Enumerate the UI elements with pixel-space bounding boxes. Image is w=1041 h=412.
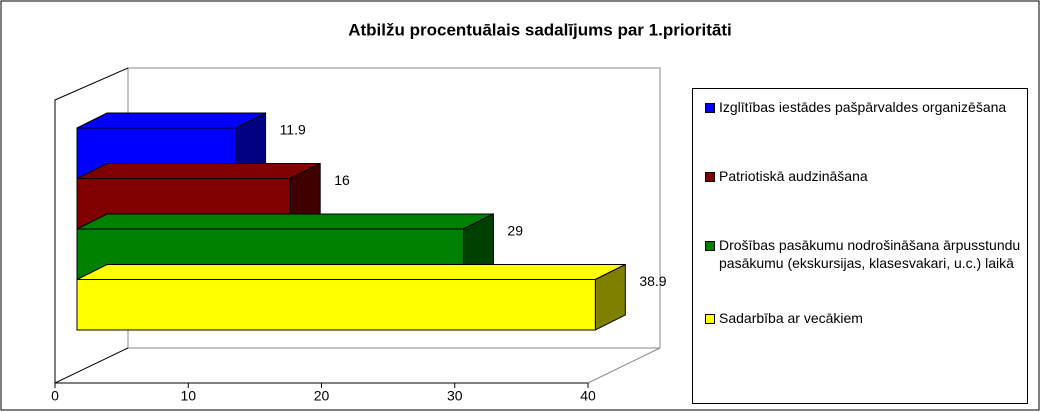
x-tick-label: 10 — [180, 388, 196, 404]
legend-entry: Drošības pasākumu nodrošināšana ārpusstu… — [705, 237, 1037, 272]
bar-top — [76, 213, 494, 230]
legend-label: Drošības pasākumu nodrošināšana ārpusstu… — [719, 237, 1021, 271]
legend-label: Sadarbība ar vecākiem — [719, 310, 863, 326]
x-tick-label: 30 — [447, 388, 463, 404]
legend-swatch — [705, 103, 715, 113]
bar — [76, 279, 596, 331]
floor-right — [587, 347, 661, 384]
legend-entry: Sadarbība ar vecākiem — [705, 310, 1037, 328]
legend-swatch — [705, 314, 715, 324]
bar-top — [76, 112, 266, 129]
legend-label: Patriotiskā audzināšana — [719, 168, 868, 184]
x-tick-label: 40 — [580, 388, 596, 404]
legend-label: Izglītības iestādes pašpārvaldes organiz… — [719, 99, 1007, 115]
left-wall — [54, 67, 129, 383]
x-tick-label: 0 — [51, 388, 59, 404]
legend-swatch — [705, 172, 715, 182]
legend: Izglītības iestādes pašpārvaldes organiz… — [692, 88, 1028, 404]
floor-left — [54, 347, 129, 384]
legend-entry: Izglītības iestādes pašpārvaldes organiz… — [705, 99, 1037, 117]
legend-entry: Patriotiskā audzināšana — [705, 168, 1037, 186]
x-tick-label: 20 — [314, 388, 330, 404]
data-label: 11.9 — [280, 122, 306, 138]
data-label: 16 — [334, 172, 350, 188]
data-label: 29 — [507, 223, 523, 239]
chart-title: Atbilžu procentuālais sadalījums par 1.p… — [348, 20, 732, 39]
bar-top — [76, 163, 321, 179]
bar-top — [76, 264, 626, 280]
legend-swatch — [705, 241, 715, 251]
data-label: 38.9 — [639, 273, 666, 289]
